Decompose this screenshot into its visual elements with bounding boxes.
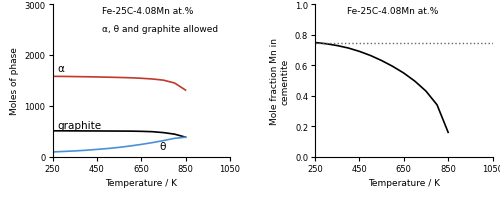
Text: Fe-25C-4.08Mn at.%: Fe-25C-4.08Mn at.% (347, 7, 438, 15)
Y-axis label: Moles of phase: Moles of phase (10, 47, 19, 115)
Text: θ: θ (159, 141, 166, 151)
Text: graphite: graphite (57, 121, 101, 131)
X-axis label: Temperature / K: Temperature / K (368, 178, 440, 187)
Text: α, θ and graphite allowed: α, θ and graphite allowed (102, 25, 218, 34)
Text: Fe-25C-4.08Mn at.%: Fe-25C-4.08Mn at.% (102, 7, 194, 15)
X-axis label: Temperature / K: Temperature / K (105, 178, 177, 187)
Text: α: α (57, 64, 64, 74)
Y-axis label: Mole fraction Mn in
cementite: Mole fraction Mn in cementite (270, 38, 289, 124)
